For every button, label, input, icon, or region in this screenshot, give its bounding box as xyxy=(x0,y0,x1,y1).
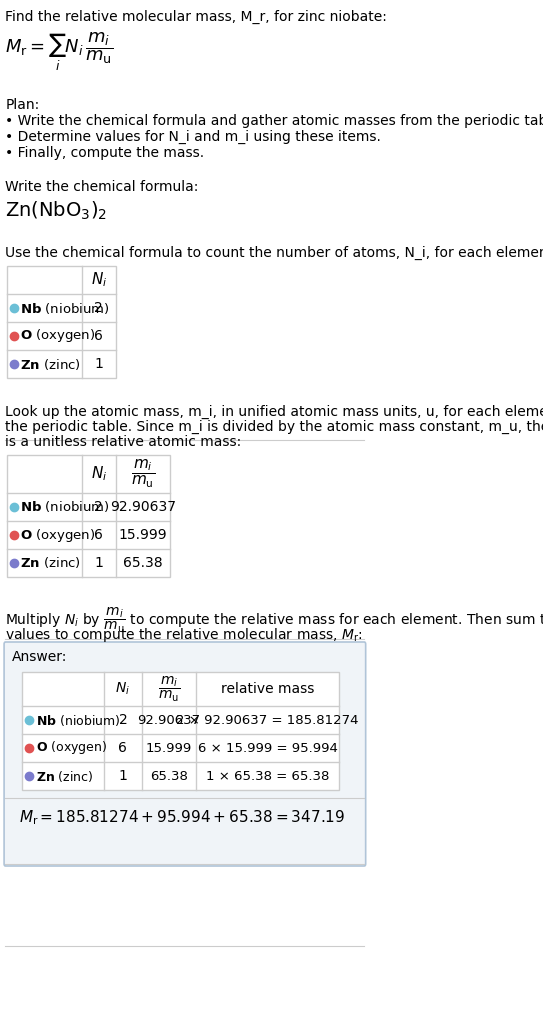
Text: $\bf{Zn}$ (zinc): $\bf{Zn}$ (zinc) xyxy=(21,555,81,571)
Text: relative mass: relative mass xyxy=(221,682,314,696)
Text: $M_\mathrm{r} = 185.81274 + 95.994 + 65.38 = 347.19$: $M_\mathrm{r} = 185.81274 + 95.994 + 65.… xyxy=(19,808,345,827)
Text: Find the relative molecular mass, M_r, for zinc niobate:: Find the relative molecular mass, M_r, f… xyxy=(5,10,387,24)
Text: $N_i$: $N_i$ xyxy=(116,681,130,698)
Text: $\bf{O}$ (oxygen): $\bf{O}$ (oxygen) xyxy=(36,740,108,756)
Text: • Write the chemical formula and gather atomic masses from the periodic table.: • Write the chemical formula and gather … xyxy=(5,114,543,128)
Text: 15.999: 15.999 xyxy=(146,742,192,754)
Text: Write the chemical formula:: Write the chemical formula: xyxy=(5,180,199,194)
Text: $\dfrac{m_i}{m_\mathrm{u}}$: $\dfrac{m_i}{m_\mathrm{u}}$ xyxy=(158,675,180,704)
Text: 15.999: 15.999 xyxy=(119,528,167,542)
Text: $M_\mathrm{r} = \sum_i N_i\,\dfrac{m_i}{m_\mathrm{u}}$: $M_\mathrm{r} = \sum_i N_i\,\dfrac{m_i}{… xyxy=(5,30,113,73)
Text: 65.38: 65.38 xyxy=(150,770,188,782)
Text: 2: 2 xyxy=(94,301,103,315)
Text: 92.90637: 92.90637 xyxy=(110,499,176,514)
Text: Look up the atomic mass, m_i, in unified atomic mass units, u, for each element : Look up the atomic mass, m_i, in unified… xyxy=(5,405,543,419)
Bar xyxy=(22,672,339,791)
Text: $N_i$: $N_i$ xyxy=(91,270,107,289)
Text: 2 × 92.90637 = 185.81274: 2 × 92.90637 = 185.81274 xyxy=(176,713,359,727)
Text: $\bf{Nb}$ (niobium): $\bf{Nb}$ (niobium) xyxy=(21,499,110,515)
Text: 65.38: 65.38 xyxy=(123,556,163,570)
Bar xyxy=(7,266,116,378)
Text: $\dfrac{m_i}{m_\mathrm{u}}$: $\dfrac{m_i}{m_\mathrm{u}}$ xyxy=(131,458,155,490)
Text: 1: 1 xyxy=(94,556,103,570)
Text: Answer:: Answer: xyxy=(12,650,68,664)
Text: the periodic table. Since m_i is divided by the atomic mass constant, m_u, the r: the periodic table. Since m_i is divided… xyxy=(5,420,543,434)
Text: is a unitless relative atomic mass:: is a unitless relative atomic mass: xyxy=(5,436,242,449)
Text: Plan:: Plan: xyxy=(5,98,40,112)
Text: $N_i$: $N_i$ xyxy=(91,464,107,483)
Text: $\bf{O}$ (oxygen): $\bf{O}$ (oxygen) xyxy=(21,526,96,544)
Text: 1: 1 xyxy=(94,357,103,370)
Text: $\bf{Nb}$ (niobium): $\bf{Nb}$ (niobium) xyxy=(21,300,110,316)
Text: • Determine values for N_i and m_i using these items.: • Determine values for N_i and m_i using… xyxy=(5,130,381,144)
Text: $\bf{O}$ (oxygen): $\bf{O}$ (oxygen) xyxy=(21,327,96,345)
Text: 6 × 15.999 = 95.994: 6 × 15.999 = 95.994 xyxy=(198,742,338,754)
Text: 2: 2 xyxy=(118,713,127,727)
Text: 6: 6 xyxy=(94,528,103,542)
Text: 2: 2 xyxy=(94,499,103,514)
Text: 6: 6 xyxy=(94,329,103,343)
Bar xyxy=(7,455,171,577)
Text: 1 × 65.38 = 65.38: 1 × 65.38 = 65.38 xyxy=(206,770,329,782)
FancyBboxPatch shape xyxy=(4,642,365,866)
Text: values to compute the relative molecular mass, $M_\mathrm{r}$:: values to compute the relative molecular… xyxy=(5,626,363,644)
Text: 1: 1 xyxy=(118,769,128,783)
Text: Use the chemical formula to count the number of atoms, N_i, for each element:: Use the chemical formula to count the nu… xyxy=(5,246,543,260)
Text: 92.90637: 92.90637 xyxy=(137,713,200,727)
Text: • Finally, compute the mass.: • Finally, compute the mass. xyxy=(5,146,205,160)
Text: Multiply $N_i$ by $\dfrac{m_i}{m_\mathrm{u}}$ to compute the relative mass for e: Multiply $N_i$ by $\dfrac{m_i}{m_\mathrm… xyxy=(5,606,543,635)
Text: $\bf{Nb}$ (niobium): $\bf{Nb}$ (niobium) xyxy=(36,712,121,728)
Text: $\mathrm{Zn(NbO_3)_2}$: $\mathrm{Zn(NbO_3)_2}$ xyxy=(5,200,108,222)
Text: $\bf{Zn}$ (zinc): $\bf{Zn}$ (zinc) xyxy=(36,769,93,783)
Text: 6: 6 xyxy=(118,741,128,755)
Text: $\bf{Zn}$ (zinc): $\bf{Zn}$ (zinc) xyxy=(21,356,81,372)
